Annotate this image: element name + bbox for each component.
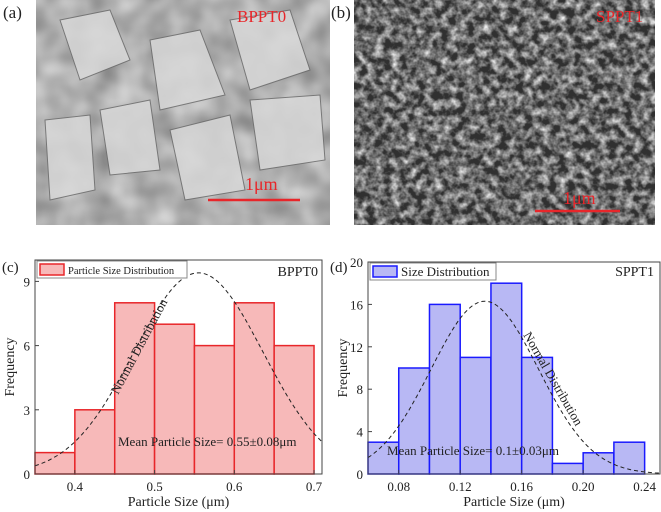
scale-bar-label-b: 1μm xyxy=(563,188,596,208)
panel-label-b: (b) xyxy=(331,3,351,22)
y-tick-label: 20 xyxy=(350,255,363,270)
histogram-bar xyxy=(34,451,76,475)
y-tick-label: 0 xyxy=(24,467,31,482)
histogram-bar xyxy=(428,303,461,475)
sample-label-a: BPPT0 xyxy=(237,7,286,26)
plot-frame xyxy=(367,261,661,475)
sample-label: SPPT1 xyxy=(615,265,654,280)
legend-label: Particle Size Distribution xyxy=(68,266,175,277)
histogram-bar xyxy=(613,441,646,475)
panel-label: (d) xyxy=(330,260,348,276)
x-tick-label: 0.12 xyxy=(449,479,472,494)
normal-distribution-curve xyxy=(34,272,323,467)
x-tick-label: 0.24 xyxy=(633,479,656,494)
x-tick-label: 0.7 xyxy=(306,479,323,494)
y-tick-label: 0 xyxy=(357,467,364,482)
histogram-bar xyxy=(520,356,554,475)
legend-swatch xyxy=(372,265,398,278)
scale-bar-label-a: 1μm xyxy=(245,174,278,194)
plot-frame xyxy=(34,259,323,475)
y-axis-label: Frequency xyxy=(3,337,18,396)
y-tick-label: 16 xyxy=(350,297,364,312)
x-tick-label: 0.6 xyxy=(226,479,243,494)
legend-box xyxy=(369,262,497,281)
sample-label-b: SPPT1 xyxy=(596,7,643,26)
histogram-c: 0.4 0.5 0.6 0.7 0 3 6 9 Particle Size (μm) Freque… xyxy=(2,259,323,510)
y-tick-label: 4 xyxy=(357,425,364,440)
legend-box xyxy=(36,260,188,279)
sem-image-a: 1μm xyxy=(36,0,330,225)
x-tick-label: 0.4 xyxy=(67,479,84,494)
sample-label: BPPT0 xyxy=(278,265,318,280)
normal-distribution-curve xyxy=(367,300,661,474)
y-tick-label: 9 xyxy=(24,274,31,289)
x-tick-label: 0.5 xyxy=(146,479,162,494)
sem-image-b: 1μm xyxy=(354,0,655,225)
legend-swatch xyxy=(39,263,65,276)
histogram-bar xyxy=(397,367,431,475)
mean-size-annotation: Mean Particle Size= 0.1±0.03μm xyxy=(387,443,559,458)
legend-label: Size Distribution xyxy=(401,264,490,279)
y-tick-label: 6 xyxy=(24,339,31,354)
x-tick-label: 0.20 xyxy=(572,479,595,494)
histogram-bar xyxy=(551,462,584,475)
x-tick-label: 0.08 xyxy=(387,479,410,494)
panel-label-a: (a) xyxy=(3,3,22,22)
x-tick-label: 0.16 xyxy=(510,479,533,494)
y-tick-label: 8 xyxy=(357,382,364,397)
x-axis-label: Particle Size (μm) xyxy=(463,495,565,510)
y-tick-label: 3 xyxy=(24,403,31,418)
histogram-bar xyxy=(459,356,492,475)
y-axis-label: Frequency xyxy=(336,338,351,397)
y-tick-label: 12 xyxy=(350,340,363,355)
histogram-bar xyxy=(153,323,196,475)
x-axis-label: Particle Size (μm) xyxy=(128,495,230,510)
mean-size-annotation: Mean Particle Size= 0.55±0.08μm xyxy=(118,434,296,449)
histogram-bar xyxy=(193,344,236,475)
histogram-bar xyxy=(273,344,315,475)
histogram-bar xyxy=(113,302,156,475)
histogram-bar xyxy=(74,409,116,475)
histogram-d: 0.08 0.12 0.16 0.20 0.24 0 4 8 12 16 20 Particle Si… xyxy=(330,255,661,510)
panel-label: (c) xyxy=(2,260,19,276)
